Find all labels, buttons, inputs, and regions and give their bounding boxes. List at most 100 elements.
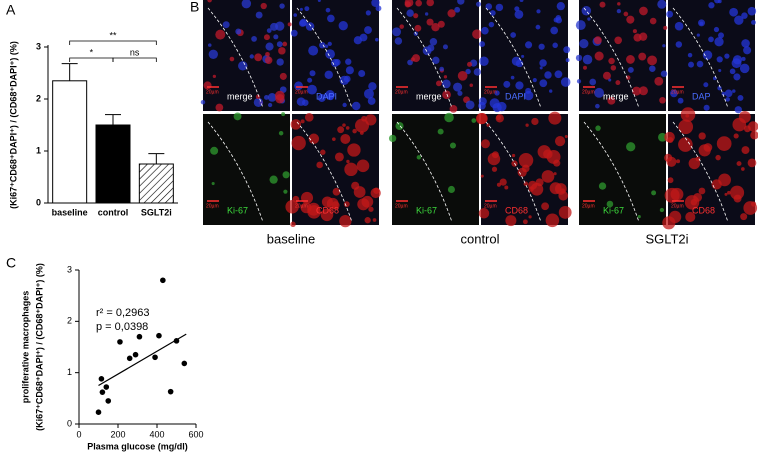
cell	[479, 56, 489, 66]
tissue-border	[672, 7, 729, 109]
cell	[565, 58, 570, 63]
cell	[290, 221, 296, 227]
data-point	[98, 376, 105, 382]
cell	[319, 41, 326, 49]
significance-label: ns	[130, 47, 140, 57]
cell	[399, 24, 404, 29]
cell	[309, 70, 316, 77]
cell	[703, 104, 710, 111]
cell	[453, 82, 463, 92]
cell	[442, 44, 448, 50]
cell	[338, 21, 348, 31]
x-tick-label: 600	[188, 429, 203, 439]
cell	[545, 213, 560, 228]
cell	[550, 26, 559, 35]
significance-bracket	[69, 40, 157, 45]
cell	[626, 142, 636, 152]
cell	[626, 15, 635, 24]
cell	[279, 3, 285, 9]
cell	[281, 112, 286, 117]
scale-label: 20µm	[395, 203, 408, 209]
cell	[413, 13, 419, 19]
cell	[528, 180, 538, 190]
micrograph: Ki-67 20µm	[579, 114, 667, 225]
cell	[278, 47, 286, 55]
cell	[373, 187, 380, 194]
cell	[486, 123, 490, 127]
cell	[733, 133, 739, 139]
cell	[307, 77, 313, 83]
cell	[454, 6, 461, 13]
tile-label: CD68	[316, 205, 339, 215]
data-point	[167, 388, 174, 395]
cell	[357, 198, 370, 211]
cell	[579, 38, 589, 49]
cell	[473, 68, 482, 76]
data-point	[132, 351, 139, 358]
cell	[317, 93, 326, 102]
y-axis-label: (Ki67⁺CD68⁺DAPI⁺) / (CD68⁺DAPI⁺) (%)	[34, 263, 44, 431]
cell	[339, 215, 352, 228]
cell	[352, 128, 357, 134]
micrograph: DAP 20µm	[666, 0, 757, 114]
y-tick-label: 0	[67, 418, 72, 428]
cell	[392, 27, 402, 37]
data-point	[126, 355, 133, 362]
cell	[657, 0, 667, 9]
bar	[138, 163, 174, 204]
cell	[308, 45, 319, 56]
cell	[364, 217, 371, 224]
cell	[371, 0, 380, 7]
cell	[713, 26, 720, 33]
cell	[342, 102, 347, 108]
cell	[449, 105, 458, 113]
cell	[528, 215, 532, 219]
cell	[404, 1, 411, 8]
cell	[300, 119, 305, 124]
y-tick-label: 0	[36, 197, 41, 207]
cell	[724, 89, 733, 98]
cell	[676, 159, 681, 164]
cell	[532, 78, 537, 83]
cell	[718, 68, 722, 73]
cell	[575, 54, 583, 62]
cell	[457, 90, 463, 96]
scale-label: 20µm	[484, 89, 497, 95]
cell	[478, 208, 490, 219]
cell	[544, 71, 552, 79]
cell	[717, 86, 722, 91]
cell	[717, 0, 722, 4]
cell	[388, 134, 397, 143]
cell	[282, 41, 288, 47]
cell	[267, 93, 277, 102]
x-tick-label: 0	[76, 429, 81, 439]
cell	[465, 68, 471, 75]
scale-label: 20µm	[206, 203, 219, 209]
cell	[447, 9, 456, 18]
cell	[304, 112, 314, 122]
cell	[276, 58, 284, 66]
cell	[327, 93, 335, 101]
cell	[301, 191, 314, 204]
cell	[638, 52, 647, 61]
cell	[359, 131, 364, 135]
cell	[429, 38, 438, 46]
cell	[444, 112, 454, 123]
cell	[724, 53, 730, 59]
cell	[439, 66, 445, 72]
cell	[282, 171, 290, 179]
tile-label: DAPI	[316, 91, 337, 101]
group-label: SGLT2i	[645, 231, 688, 246]
cell	[608, 57, 615, 65]
cell	[324, 70, 333, 79]
tile-label: CD68	[692, 205, 715, 215]
cell	[632, 86, 642, 96]
cell	[347, 143, 361, 157]
cell	[548, 111, 562, 125]
tile-label: DAP	[692, 91, 711, 101]
cell	[431, 22, 440, 32]
cell	[514, 6, 520, 12]
cell	[538, 43, 545, 50]
cell	[510, 75, 515, 80]
cell	[606, 200, 614, 208]
